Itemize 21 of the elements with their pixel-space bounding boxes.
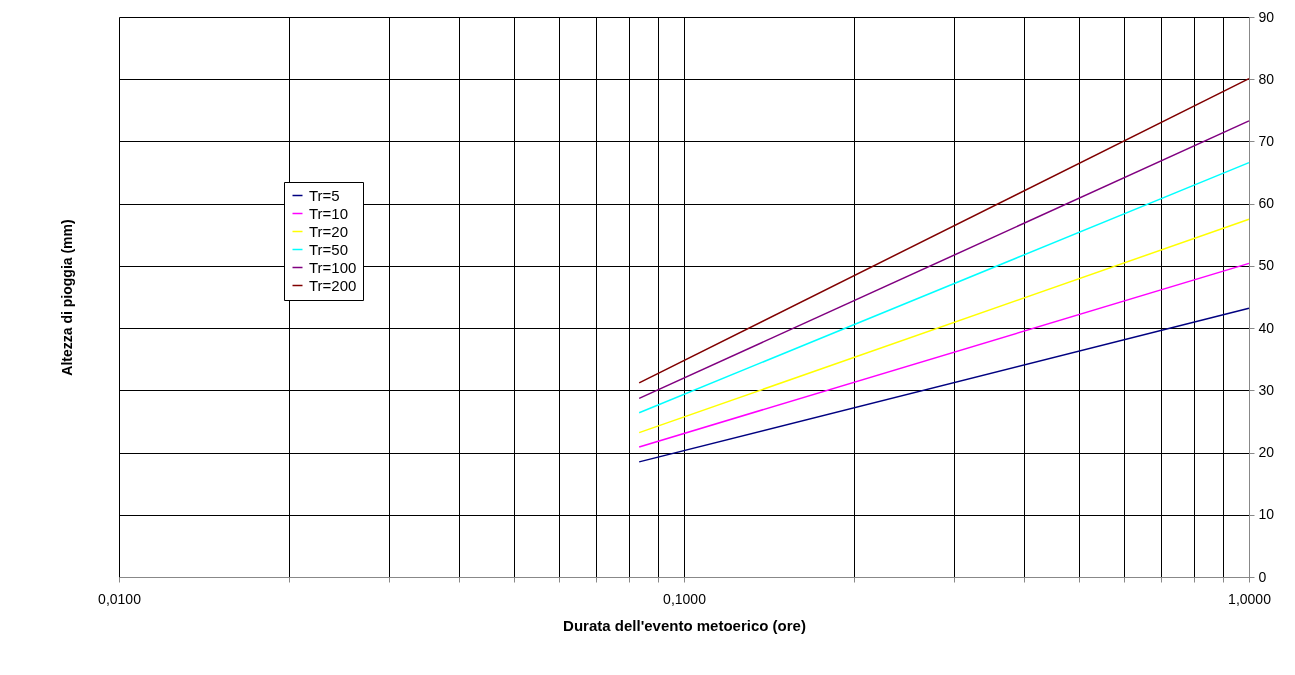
y-axis-title: Altezza di pioggia (mm): [58, 219, 75, 376]
y-tick-label: 0: [1258, 568, 1267, 585]
y-tick-label: 80: [1258, 70, 1275, 87]
x-tick-label: 0,0100: [98, 590, 142, 607]
legend-label: Tr=50: [309, 240, 349, 258]
y-tick-label: 70: [1258, 132, 1275, 149]
y-tick-label: 10: [1258, 506, 1275, 523]
y-tick-label: 30: [1258, 381, 1275, 398]
y-tick-label: 20: [1258, 444, 1275, 461]
legend-label: Tr=20: [309, 222, 349, 240]
y-tick-label: 50: [1258, 257, 1275, 274]
legend-label: Tr=200: [309, 276, 357, 294]
y-tick-label: 60: [1258, 195, 1275, 212]
y-tick-label: 90: [1258, 8, 1275, 25]
legend-label: Tr=10: [309, 204, 349, 222]
x-axis-title: Durata dell'evento metoerico (ore): [563, 616, 806, 634]
x-tick-label: 1,0000: [1228, 590, 1272, 607]
x-tick-label: 0,1000: [663, 590, 707, 607]
y-tick-label: 40: [1258, 319, 1275, 336]
legend-label: Tr=100: [309, 258, 357, 276]
legend-label: Tr=5: [309, 186, 340, 204]
